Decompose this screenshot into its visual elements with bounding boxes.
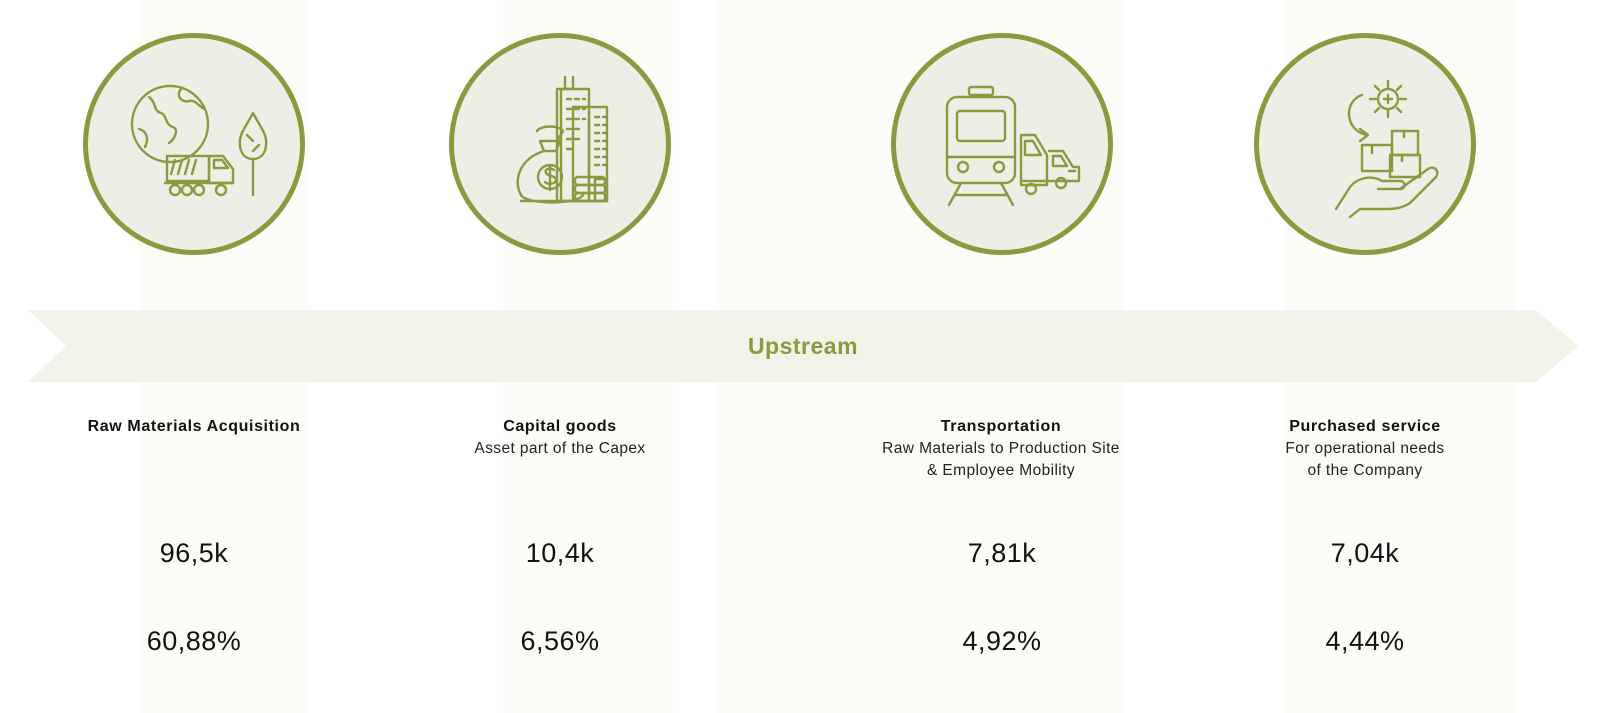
- globe-truck-tree-icon: [130, 84, 268, 197]
- stage-title: Purchased service: [1289, 418, 1441, 435]
- stage-value: 10,4k: [525, 538, 595, 568]
- stage-icon-circle: [449, 33, 671, 255]
- stage-text-block: Capital goods Asset part of the Capex: [390, 416, 730, 460]
- hand-boxes-gear-icon: [1334, 79, 1439, 219]
- stage-share: 4,92%: [962, 626, 1042, 656]
- stage-text-block: Raw Materials Acquisition: [24, 416, 364, 438]
- stage-share: 4,44%: [1325, 626, 1405, 656]
- stage-subtitle-line: & Employee Mobility: [926, 462, 1076, 479]
- stage-value: 96,5k: [159, 538, 229, 568]
- stage-text-block: Transportation Raw Materials to Producti…: [831, 416, 1171, 482]
- stage-title: Transportation: [940, 418, 1062, 435]
- stage-subtitle-line: For operational needs: [1285, 440, 1445, 457]
- stage-icon-circle: [83, 33, 305, 255]
- train-truck-car-icon: [945, 85, 1081, 207]
- stage-icon-circle: [891, 33, 1113, 255]
- stage-title: Raw Materials Acquisition: [87, 418, 301, 435]
- stage-title: Capital goods: [503, 418, 617, 435]
- stage-subtitle-line: Raw Materials to Production Site: [882, 440, 1120, 457]
- stage-value: 7,81k: [967, 538, 1037, 568]
- stage-share: 6,56%: [520, 626, 600, 656]
- upstream-flow-band: Upstream: [28, 310, 1578, 382]
- stage-subtitle-line: of the Company: [1307, 462, 1423, 479]
- stage-icon-circle: [1254, 33, 1476, 255]
- stage-value: 7,04k: [1330, 538, 1400, 568]
- flow-arrow-shape: [28, 310, 1578, 382]
- stage-subtitle-line: Asset part of the Capex: [474, 440, 646, 457]
- buildings-money-bag-icon: [516, 75, 609, 204]
- stage-share: 60,88%: [146, 626, 242, 656]
- stage-text-block: Purchased service For operational needs …: [1195, 416, 1535, 482]
- flow-label: Upstream: [747, 332, 859, 359]
